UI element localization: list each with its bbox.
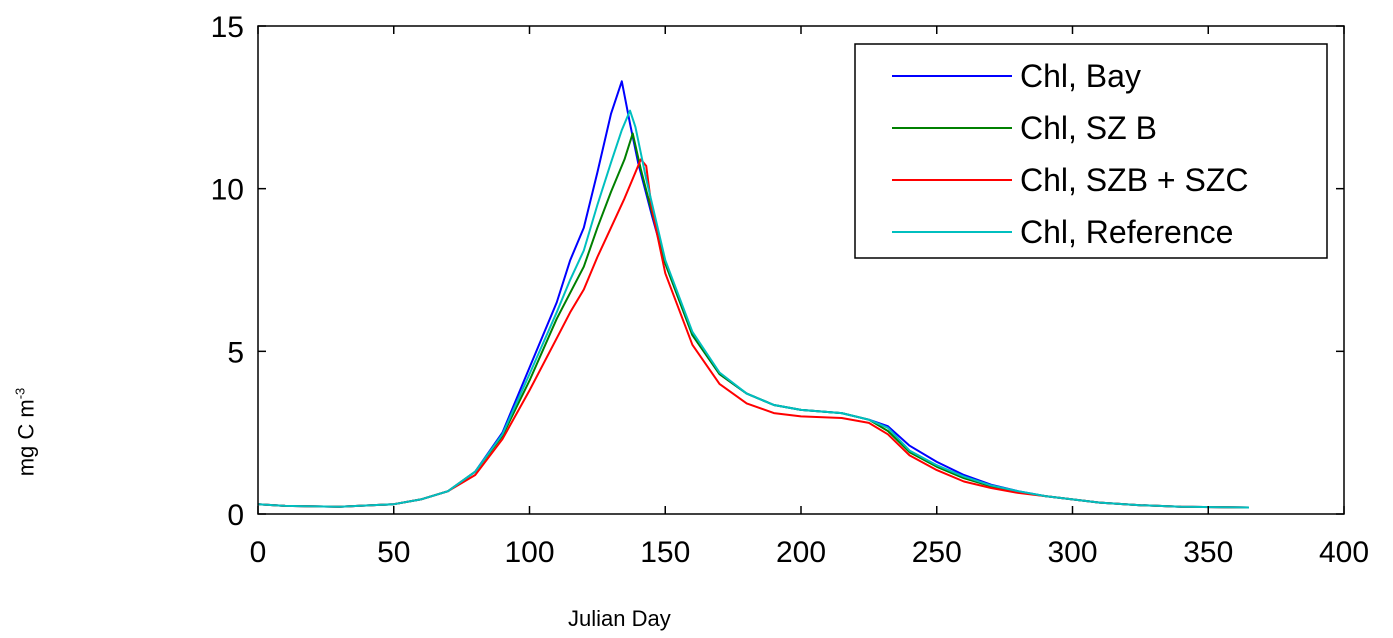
y-axis-label-base: mg C m: [13, 399, 39, 477]
y-tick-label: 15: [211, 11, 244, 44]
axis-ticks: 0 50 100 150 200 250 300 350 400 0 5 10 15: [211, 11, 1369, 569]
legend-entry-label: Chl, SZ B: [1020, 110, 1157, 146]
x-tick-label: 0: [250, 536, 267, 569]
legend-box: [854, 43, 1328, 259]
x-tick-label: 150: [640, 536, 690, 569]
x-tick-label: 350: [1183, 536, 1233, 569]
x-tick-label: 300: [1047, 536, 1097, 569]
x-axis-label: Julian Day: [568, 606, 671, 631]
y-axis-label: mg C m-3: [13, 388, 40, 477]
y-tick-label: 5: [227, 336, 244, 369]
y-tick-label: 10: [211, 174, 244, 207]
x-tick-label: 400: [1319, 536, 1369, 569]
legend: Chl, Bay Chl, SZ B Chl, SZB + SZC Chl, Refe…: [854, 43, 1328, 259]
x-tick-label: 100: [504, 536, 554, 569]
x-tick-label: 250: [912, 536, 962, 569]
legend-entry-label: Chl, Bay: [1020, 58, 1141, 94]
y-axis-label-exponent: -3: [12, 387, 28, 400]
series-line: [257, 109, 1250, 509]
series-line: [257, 158, 1250, 509]
x-tick-label: 50: [377, 536, 410, 569]
series-layer: [257, 80, 1250, 509]
x-tick-label: 200: [776, 536, 826, 569]
y-tick-label: 0: [227, 499, 244, 532]
legend-entry-label: Chl, SZB + SZC: [1020, 162, 1249, 198]
legend-entry-label: Chl, Reference: [1020, 214, 1233, 250]
